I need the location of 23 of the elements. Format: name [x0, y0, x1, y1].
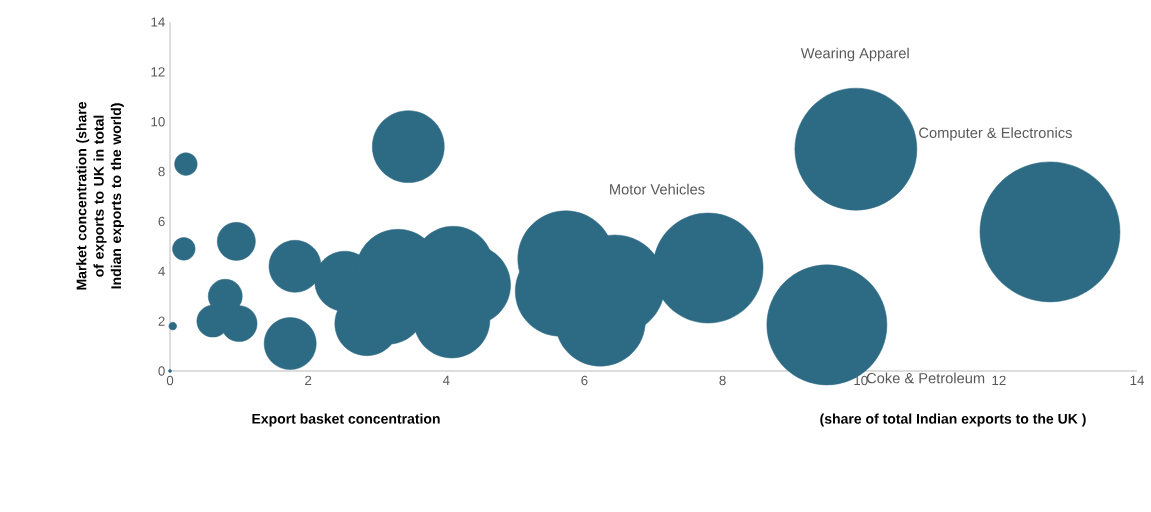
y-tick-label: 0	[158, 366, 165, 376]
x-tick-label: 2	[305, 375, 312, 386]
x-tick-label: 8	[719, 375, 726, 386]
y-tick-label: 6	[158, 216, 165, 227]
x-tick-label: 0	[166, 375, 174, 386]
y-tick-label: 12	[151, 67, 165, 77]
y-tick-label: 4	[158, 266, 165, 276]
x-tick-label: 12	[992, 375, 1006, 386]
annotation: Motor Vehicles	[610, 183, 705, 195]
y-axis-title: Market concentration (share of exports to UK in total Indian exports to the world)	[76, 101, 124, 290]
x-tick-label: 10	[854, 375, 868, 386]
x-axis-title: Export basket concentration	[252, 413, 440, 427]
text: Coke & Petroleum	[866, 372, 985, 384]
y-tick-label: 14	[151, 17, 165, 27]
annotation: Wearing Apparel	[800, 47, 909, 62]
x-tick-label: 6	[581, 375, 588, 386]
x-tick-label: 14	[1130, 375, 1145, 385]
y-tick-label: 2	[158, 316, 165, 326]
annotation: Computer & Electronics	[919, 127, 1072, 141]
y-tick-label: 10	[151, 117, 165, 127]
x-tick-label: 4	[442, 375, 450, 385]
y-tick-label: 8	[158, 166, 165, 177]
text: (share of total Indian exports to the UK )	[820, 413, 1086, 427]
